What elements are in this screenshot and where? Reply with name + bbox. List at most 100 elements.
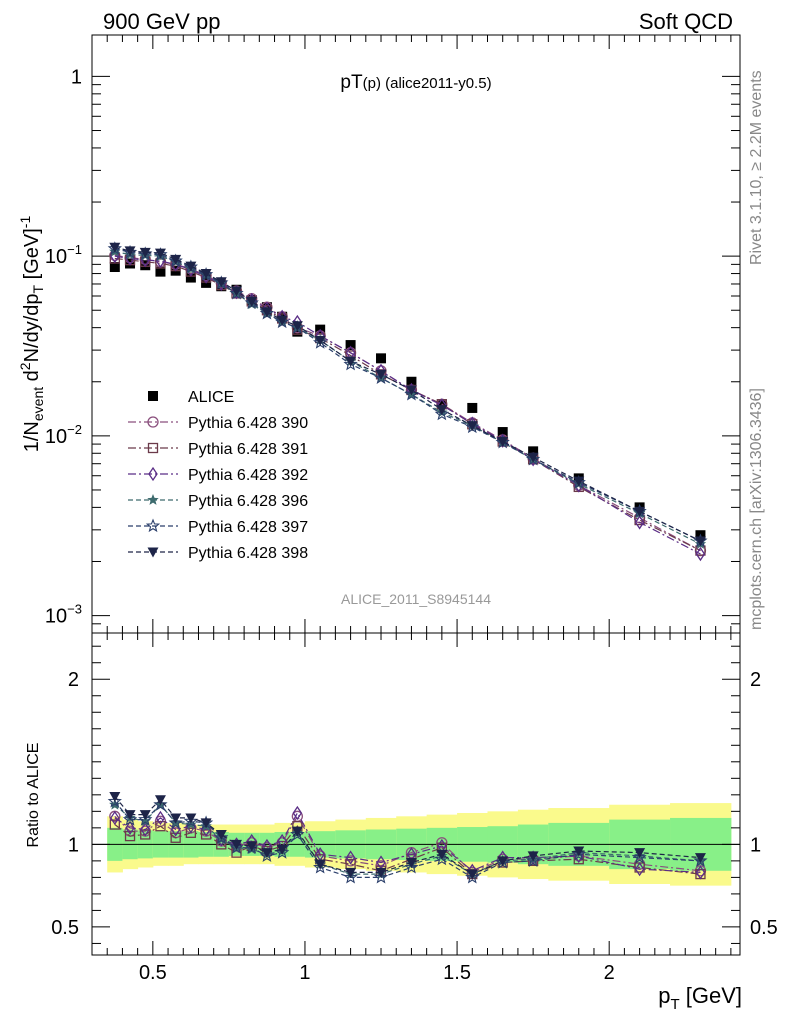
ratio-data-point [465,869,480,884]
ratio-data-point [291,826,303,837]
analysis-label: ALICE_2011_S8945144 [341,591,491,607]
ratio-data-point [261,848,273,859]
x-axis-label-tail: [GeV] [680,983,742,1008]
ratio-data-point [140,822,151,837]
legend-marker [147,494,159,505]
main-data-point [155,266,166,277]
ratio-data-point [527,851,539,862]
y-tick-label: 10−2 [45,422,82,448]
main-data-point [436,405,448,416]
ratio-data-point [693,853,708,867]
main-data-point [343,356,358,371]
ratio-series-4 [107,793,708,884]
main-data-point [375,369,387,380]
main-data-point [466,421,478,432]
ratio-y-tick-label-right: 2 [750,669,761,691]
ratio-data-point [185,813,197,824]
ratio-data-point [153,797,168,811]
main-data-point [261,307,273,318]
legend-entry: Pythia 6.428 397 [128,518,308,536]
main-data-point [634,506,646,517]
legend-entry: Pythia 6.428 392 [128,466,308,484]
main-series-6 [109,242,706,547]
ratio-data-point [345,850,356,865]
ratio-data-point [170,832,181,843]
x-tick-label: 2 [604,962,615,984]
legend-entry: Pythia 6.428 398 [128,545,308,562]
main-data-point [314,335,326,346]
legend-label: ALICE [188,389,234,406]
legend-marker [148,391,158,401]
main-plot-panel: 1 10−1 10−2 10−3 pT(p) (alice2011-y0.5) ALI… [17,34,741,634]
ratio-data-point [634,861,645,877]
y-tick-label: 10−1 [45,242,82,268]
main-axis-ticks: 1 10−1 10−2 10−3 [45,35,740,634]
main-data-point [528,446,539,457]
legend-marker [145,518,161,533]
main-data-point [345,340,356,351]
legend-marker [147,416,159,428]
y-tick-label: 1 [71,66,82,88]
ratio-data-point [259,848,275,863]
header-right-label: Soft QCD [639,9,733,34]
x-tick-label: 0.5 [139,962,167,984]
x-axis-label-sub: T [670,996,679,1013]
ratio-data-point [155,810,166,826]
ratio-data-point [185,827,197,838]
main-data-point [497,437,509,448]
main-data-point [185,272,196,283]
ratio-data-point [375,867,387,878]
ratio-data-point [110,810,120,826]
ratio-data-point [154,795,166,806]
main-data-point [109,242,121,253]
ratio-data-point [404,859,419,874]
plot-title: pT(p) (alice2011-y0.5) [340,72,491,93]
main-data-point [373,370,389,385]
main-data-point [695,546,706,562]
ratio-data-point [405,858,417,869]
legend-label: Pythia 6.428 391 [188,441,308,458]
main-data-point [109,262,120,273]
ratio-data-point [497,856,509,867]
legend-entry: Pythia 6.428 391 [128,441,308,458]
main-data-point [573,476,585,487]
ratio-data-point [694,853,706,864]
ratio-data-point [215,829,227,840]
legend-label: Pythia 6.428 396 [188,493,308,510]
ratio-data-point [466,869,478,880]
main-data-point [634,515,645,530]
plot-title-tail: (alice2011-y0.5) [381,75,492,92]
ratio-data-point [183,813,199,828]
ratio-data-point [571,846,586,861]
ratio-series-line [114,801,701,879]
ratio-data-point [343,869,358,884]
main-y-axis-label: 1/Nevent d2N/dy/dpT [GeV]-1 [17,216,46,453]
plot-title-main: pT [340,72,363,93]
ratio-data-point [214,830,229,844]
main-series-group [107,241,708,562]
ratio-data-point [107,793,122,808]
ratio-data-point [345,867,357,878]
ratio-data-point [109,819,120,830]
ratio-series-group [107,791,708,884]
ratio-data-point [122,812,138,826]
main-data-point [215,277,227,288]
ratio-plot-panel: 0.5 1 1.5 2 0.5 0.5 1 1 2 2 Ratio to ALICE pT [Ge… [25,632,778,1013]
main-data-point [467,402,478,413]
ratio-data-point [314,859,326,870]
ratio-y-tick-label-right: 0.5 [750,917,778,939]
ratio-data-point [229,840,244,854]
ratio-data-point [276,844,288,855]
ratio-data-point [109,791,121,802]
header-left-label: 900 GeV pp [103,9,220,34]
ratio-data-point [124,830,136,842]
ratio-data-point [695,865,706,880]
ratio-data-point [231,839,243,850]
main-data-point [185,261,197,272]
legend-label: Pythia 6.428 392 [188,467,308,484]
x-axis-label: pT [GeV] [658,983,742,1013]
legend-entry: ALICE [148,389,234,406]
main-data-point [246,296,258,307]
main-data-point [405,385,417,396]
